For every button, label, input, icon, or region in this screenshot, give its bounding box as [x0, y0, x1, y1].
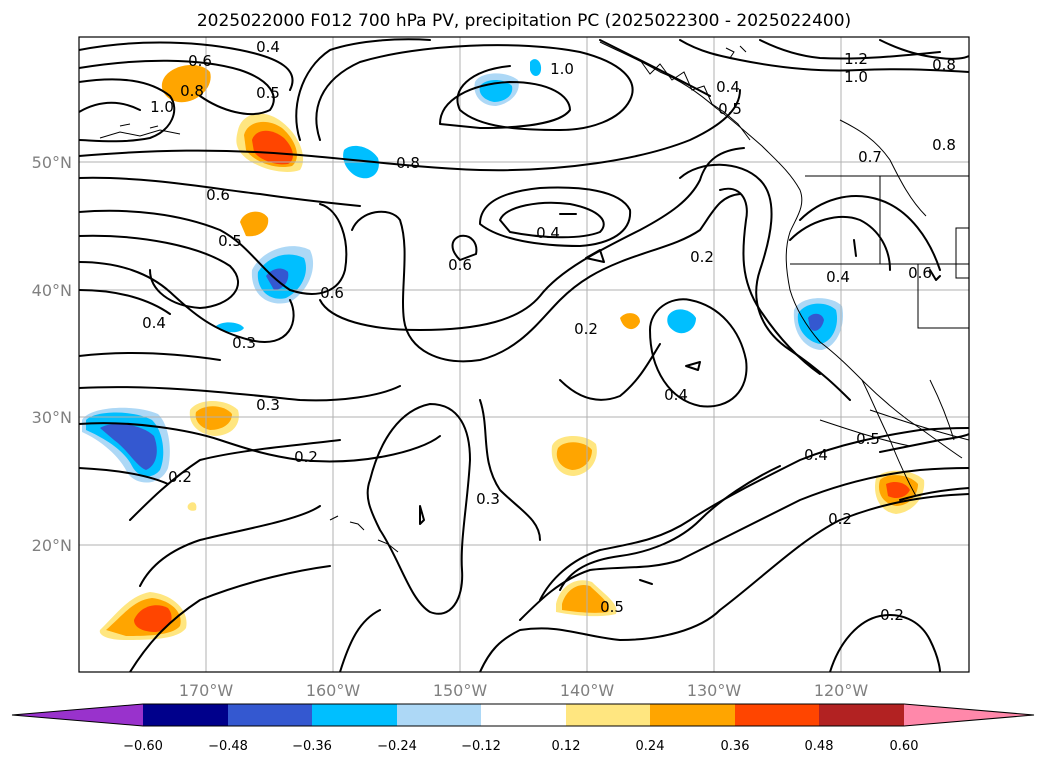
map-panel	[79, 37, 969, 672]
precip-blob-positive	[187, 502, 197, 511]
contour-label: 0.8	[396, 154, 420, 172]
colorbar-tick: −0.24	[377, 739, 417, 754]
contour-label: 0.3	[232, 334, 256, 352]
contour-label: 0.6	[320, 284, 344, 302]
precip-blob-positive	[620, 313, 640, 330]
contour-label: 0.3	[256, 396, 280, 414]
colorbar-tick: 0.24	[636, 739, 665, 754]
colorbar-tick: −0.36	[292, 739, 332, 754]
map-border	[78, 36, 970, 673]
contour-label: 1.0	[844, 68, 868, 86]
contour-label: 1.2	[844, 50, 868, 68]
precip-blob-positive	[252, 130, 293, 165]
colorbar-segment	[566, 704, 650, 726]
contour-label: 0.4	[804, 446, 828, 464]
contour-label: 0.5	[256, 84, 280, 102]
lon-label: 130°W	[687, 681, 742, 700]
longitude-labels: 170°W 160°W 150°W 140°W 130°W 120°W	[179, 681, 869, 700]
contour-label: 0.5	[856, 430, 880, 448]
colorbar-segment	[228, 704, 312, 726]
contour-label: 0.5	[600, 598, 624, 616]
lon-label: 120°W	[814, 681, 869, 700]
colorbar-tick: 0.36	[721, 739, 750, 754]
colorbar-segment	[650, 704, 735, 726]
contour-label: 0.4	[716, 78, 740, 96]
lon-label: 160°W	[306, 681, 361, 700]
precip-blob-negative	[808, 313, 824, 331]
contour-label: 0.2	[828, 510, 852, 528]
contour-label: 0.4	[826, 268, 850, 286]
gridlines	[79, 37, 969, 672]
contour-label: 0.8	[932, 136, 956, 154]
contour-label: 1.0	[150, 98, 174, 116]
contour-label: 0.2	[294, 448, 318, 466]
precip-blob-positive	[195, 406, 232, 430]
colorbar-tick: 0.12	[552, 739, 581, 754]
colorbar-tick: 0.48	[805, 739, 834, 754]
contour-label: 0.3	[476, 490, 500, 508]
contour-label: 0.4	[664, 386, 688, 404]
contour-label: 0.5	[718, 100, 742, 118]
colorbar: −0.60 −0.48 −0.36 −0.24 −0.12 0.12 0.24 …	[11, 703, 1035, 754]
contour-label: 0.6	[908, 264, 932, 282]
contour-label: 1.0	[550, 60, 574, 78]
lat-label: 50°N	[32, 153, 72, 172]
colorbar-tick: 0.60	[890, 739, 919, 754]
contour-label: 0.8	[932, 56, 956, 74]
contour-label: 0.6	[206, 186, 230, 204]
colorbar-segment	[397, 704, 481, 726]
contour-label: 0.2	[574, 320, 598, 338]
colorbar-tick: −0.12	[461, 739, 501, 754]
latitude-labels: 50°N 40°N 30°N 20°N	[32, 153, 72, 555]
figure-title: 2025022000 F012 700 hPa PV, precipitatio…	[197, 11, 851, 31]
colorbar-segment	[481, 704, 566, 726]
lat-label: 40°N	[32, 281, 72, 300]
lon-label: 150°W	[433, 681, 488, 700]
precip-blob-negative	[530, 59, 542, 76]
contour-label: 0.4	[536, 224, 560, 242]
precip-blob-positive	[886, 482, 910, 498]
colorbar-tick: −0.60	[123, 739, 163, 754]
colorbar-segment	[312, 704, 397, 726]
contour-label: 0.6	[448, 256, 472, 274]
precip-blob-positive	[240, 211, 269, 237]
contour-label: 0.2	[880, 606, 904, 624]
contour-label: 0.2	[690, 248, 714, 266]
precip-blob-negative	[100, 423, 157, 470]
contour-label: 0.4	[142, 314, 166, 332]
contour-labels: 0.4 0.6 0.8 0.5 1.0 1.0 0.4 0.5 1.2 1.0 …	[142, 38, 956, 624]
lon-label: 170°W	[179, 681, 234, 700]
lat-label: 30°N	[32, 408, 72, 427]
contour-label: 0.8	[180, 82, 204, 100]
precip-blob-positive	[161, 65, 211, 103]
precip-blob-positive	[562, 584, 609, 613]
contour-label: 0.7	[858, 148, 882, 166]
colorbar-extend-min	[12, 704, 143, 726]
pv-contours	[79, 38, 969, 672]
contour-label: 0.5	[218, 232, 242, 250]
precip-blob-positive	[556, 442, 592, 470]
contour-label: 0.2	[168, 468, 192, 486]
colorbar-segment	[143, 704, 228, 726]
colorbar-extend-max	[904, 704, 1034, 726]
colorbar-tick: −0.48	[208, 739, 248, 754]
contour-label: 0.4	[256, 38, 280, 56]
precip-blob-negative	[667, 309, 696, 334]
colorbar-segment	[735, 704, 819, 726]
contour-label: 0.6	[188, 52, 212, 70]
lat-label: 20°N	[32, 536, 72, 555]
precip-blob-positive	[134, 605, 172, 632]
colorbar-segment	[819, 704, 904, 726]
lon-label: 140°W	[560, 681, 615, 700]
